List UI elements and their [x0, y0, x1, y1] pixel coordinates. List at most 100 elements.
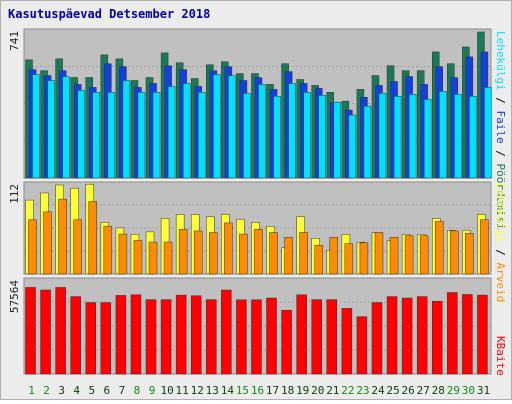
x-tick-5: 5 [88, 384, 95, 397]
x-tick-labels: 1 2 3 4 5 6 7 8 9 10 11 12 13 14 15 16 17 18 19 20 21 22 23 24 2… [28, 384, 490, 397]
x-tick-14: 14 [221, 384, 235, 397]
bottom-bar-kbaite-5 [85, 302, 97, 375]
bottom-bar-kbaite-16 [251, 299, 262, 375]
top-bar-lehekülgi-3 [62, 76, 70, 179]
x-tick-8: 8 [134, 384, 141, 397]
bottom-bar-kbaite-31 [477, 294, 488, 375]
top-bar-lehekülgi-17 [273, 96, 281, 179]
bottom-bar-kbaite-6 [100, 302, 112, 375]
x-tick-25: 25 [386, 384, 399, 397]
mid-bar-arveid-7 [118, 233, 128, 275]
top-bar-lehekülgi-7 [122, 80, 131, 179]
bottom-bar-kbaite-1 [25, 287, 36, 375]
mid-bar-arveid-10 [163, 241, 173, 275]
bottom-bar-kbaite-27 [416, 296, 428, 375]
x-tick-12: 12 [191, 384, 204, 397]
legend-top-faile: Faile [494, 110, 507, 143]
x-tick-30: 30 [462, 384, 475, 397]
bottom-bar-kbaite-9 [145, 299, 157, 375]
bottom-bar-kbaite-22 [341, 308, 353, 375]
top-bar-lehekülgi-24 [378, 93, 387, 179]
top-bar-lehekülgi-26 [408, 94, 417, 179]
top-max-label: 741 [8, 31, 21, 51]
mid-bar-arveid-3 [58, 198, 67, 275]
bottom-bar-kbaite-23 [356, 316, 368, 375]
bottom-max-label: 57564 [8, 280, 21, 313]
legend-mid-hidden-lehekülgi: Lehekülgi [494, 183, 507, 243]
bottom-bar-kbaite-13 [206, 299, 217, 375]
x-tick-6: 6 [104, 384, 111, 397]
x-tick-22: 22 [341, 384, 354, 397]
bottom-bar-kbaite-4 [70, 296, 81, 375]
bottom-bar-kbaite-18 [281, 309, 292, 375]
mid-bar-arveid-21 [329, 237, 339, 275]
x-tick-1: 1 [28, 384, 35, 397]
x-tick-17: 17 [266, 384, 279, 397]
x-tick-13: 13 [206, 384, 219, 397]
top-bar-lehekülgi-11 [182, 83, 191, 179]
mid-bar-arveid-29 [450, 230, 459, 275]
mid-bar-arveid-31 [480, 219, 489, 275]
top-bar-lehekülgi-18 [288, 83, 296, 179]
bottom-bar-kbaite-8 [130, 294, 142, 375]
bottom-bar-kbaite-7 [115, 295, 127, 375]
mid-bar-arveid-13 [209, 232, 218, 275]
mid-bar-arveid-19 [299, 232, 308, 275]
top-bar-lehekülgi-6 [107, 92, 116, 179]
bottom-bar-kbaite-2 [40, 289, 51, 375]
bottom-bar-kbaite-26 [401, 297, 413, 375]
x-tick-29: 29 [447, 384, 460, 397]
mid-bar-arveid-23 [359, 242, 369, 275]
x-tick-11: 11 [176, 384, 189, 397]
legend-top-pöördumisi: Pöördumisi [494, 163, 507, 229]
top-bar-lehekülgi-21 [333, 101, 342, 179]
top-bar-lehekülgi-8 [137, 92, 146, 179]
legend-mid-hidden-arveid: Arveid [494, 262, 507, 302]
legend-top-separator: / [494, 144, 507, 164]
top-bar-lehekülgi-29 [454, 94, 462, 179]
legend-bottom-kbaite: KBaite [494, 336, 507, 376]
mid-bar-arveid-20 [314, 244, 323, 275]
top-bar-lehekülgi-1 [32, 74, 40, 179]
top-bar-lehekülgi-25 [393, 96, 402, 179]
legend-mid-hidden: Lehekülgi / Arveid [494, 183, 507, 302]
top-bar-lehekülgi-9 [152, 92, 161, 179]
top-bar-lehekülgi-28 [438, 91, 447, 179]
x-tick-7: 7 [119, 384, 126, 397]
mid-bar-arveid-24 [374, 232, 384, 275]
x-tick-24: 24 [371, 384, 385, 397]
top-bar-lehekülgi-12 [197, 92, 206, 179]
mid-bar-arveid-30 [465, 233, 474, 275]
plots: 741 112 57564 [8, 28, 492, 375]
mid-bar-arveid-27 [419, 235, 429, 275]
top-bar-lehekülgi-10 [167, 86, 176, 179]
bottom-bar-kbaite-20 [311, 299, 322, 375]
bottom-bar-kbaite-14 [221, 289, 232, 375]
x-tick-15: 15 [236, 384, 249, 397]
mid-bar-arveid-26 [404, 235, 414, 275]
x-tick-27: 27 [417, 384, 430, 397]
x-tick-3: 3 [58, 384, 65, 397]
mid-max-label: 112 [8, 184, 21, 204]
bottom-bar-kbaite-12 [190, 295, 202, 375]
mid-bar-arveid-11 [178, 229, 188, 275]
bottom-bar-kbaite-28 [431, 300, 443, 375]
top-bar-lehekülgi-19 [303, 92, 311, 179]
bottom-bar-kbaite-21 [326, 299, 338, 375]
top-bar-lehekülgi-16 [258, 84, 266, 179]
x-tick-10: 10 [160, 384, 173, 397]
mid-bar-arveid-28 [434, 221, 444, 275]
bottom-bar-kbaite-11 [175, 294, 187, 375]
mid-bar-arveid-17 [269, 232, 278, 275]
x-tick-2: 2 [43, 384, 50, 397]
mid-bar-arveid-12 [193, 230, 203, 275]
legends: Lehekülgi / Faile / PöördumisiLehekülgi … [494, 31, 507, 376]
mid-bar-arveid-15 [239, 233, 248, 275]
top-bar-lehekülgi-20 [318, 95, 326, 179]
x-tick-21: 21 [326, 384, 339, 397]
top-bar-lehekülgi-15 [243, 93, 251, 179]
x-tick-31: 31 [477, 384, 490, 397]
x-tick-18: 18 [281, 384, 294, 397]
mid-bar-arveid-18 [284, 237, 293, 275]
